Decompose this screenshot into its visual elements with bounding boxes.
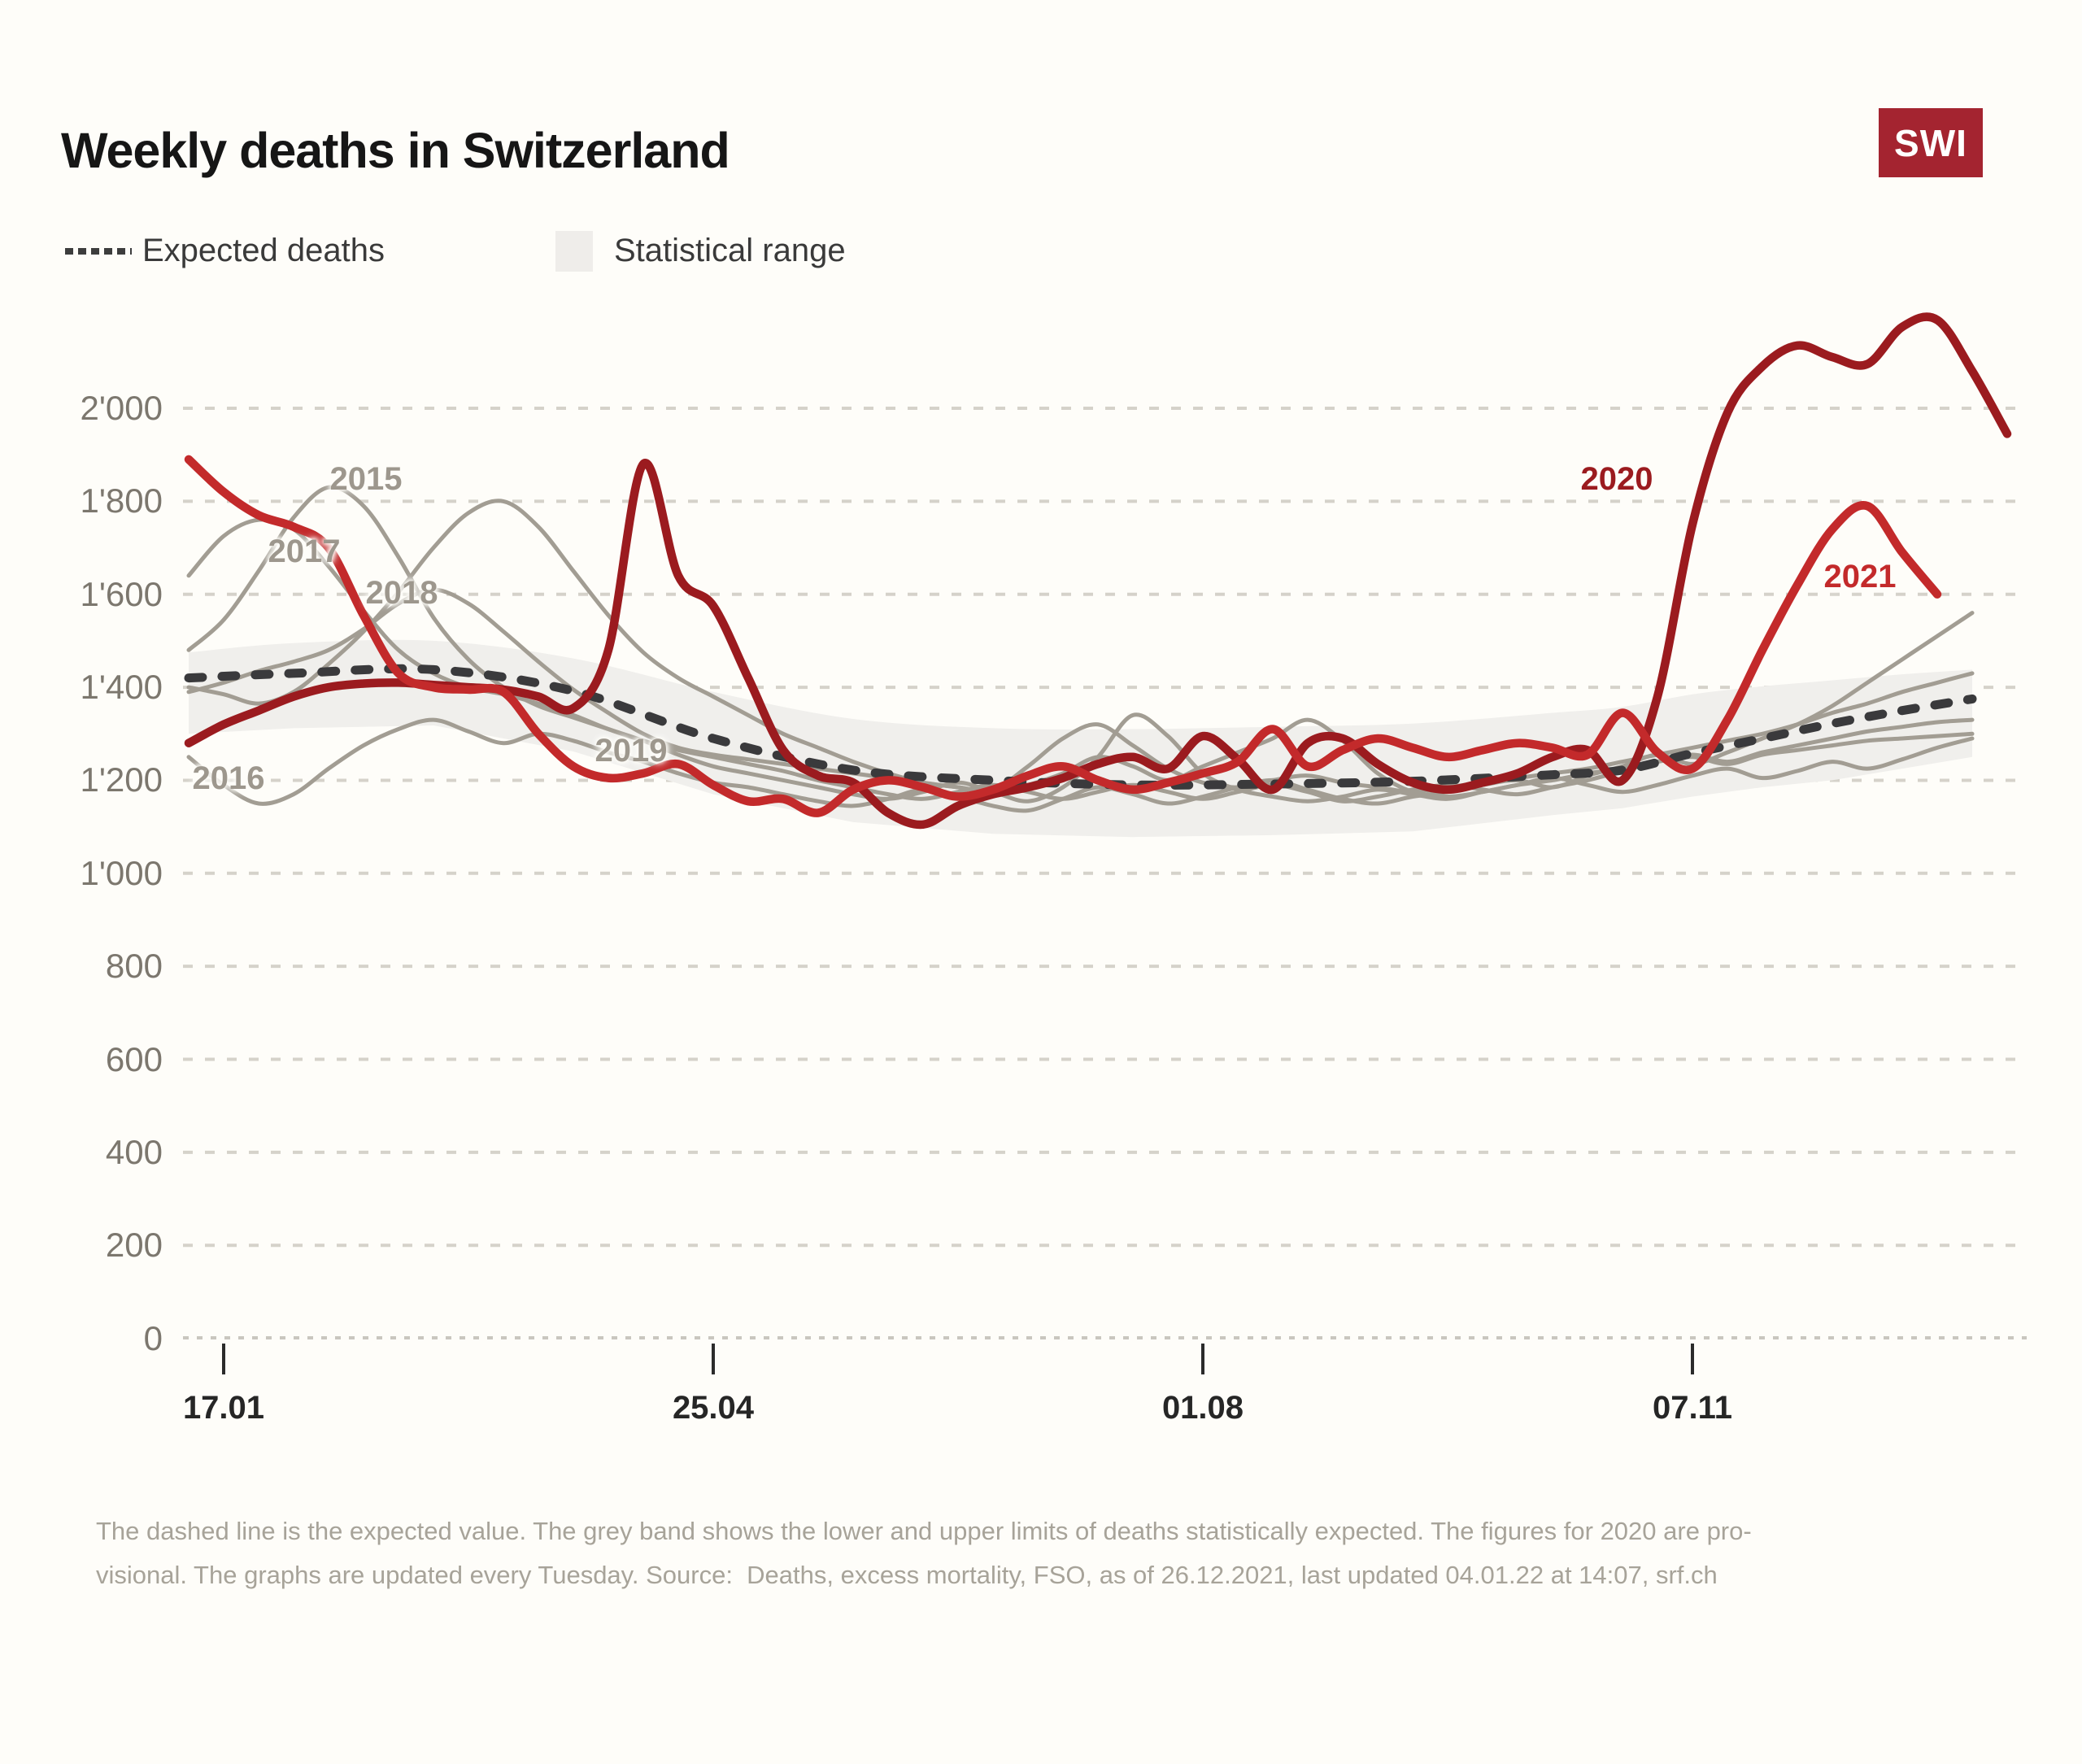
source-note-line-1: The dashed line is the expected value. T… xyxy=(96,1517,1752,1545)
y-tick-label-2000: 2'000 xyxy=(80,389,163,427)
x-tick-label-07.11: 07.11 xyxy=(1653,1390,1732,1426)
y-tick-label-1800: 1'800 xyxy=(80,481,163,520)
source-note: The dashed line is the expected value. T… xyxy=(96,1509,1752,1597)
y-tick-label-1000: 1'000 xyxy=(80,853,163,892)
series-label-2018: 2018 xyxy=(365,575,438,611)
line-2020 xyxy=(184,312,2012,830)
series-label-2015: 2015 xyxy=(329,461,403,497)
expected-line-swatch xyxy=(65,248,132,255)
line-2019 xyxy=(186,587,1975,795)
line-2015 xyxy=(186,485,1975,804)
page-title: Weekly deaths in Switzerland xyxy=(61,123,730,178)
series-label-2021: 2021 xyxy=(1823,559,1897,595)
y-tick-label-1400: 1'400 xyxy=(80,668,163,707)
source-note-line-2: visional. The graphs are updated every T… xyxy=(96,1561,1718,1589)
series-label-2017: 2017 xyxy=(268,534,341,569)
y-tick-label-1600: 1'600 xyxy=(80,574,163,613)
series-label-2016: 2016 xyxy=(192,760,265,796)
x-tick-label-25.04: 25.04 xyxy=(672,1390,755,1426)
statistical-range-swatch xyxy=(555,231,593,272)
x-tick-label-01.08: 01.08 xyxy=(1161,1390,1244,1426)
series-label-2019: 2019 xyxy=(595,733,668,769)
y-tick-label-200: 200 xyxy=(105,1226,163,1265)
legend-range-label: Statistical range xyxy=(614,233,846,268)
y-tick-label-0: 0 xyxy=(143,1318,163,1357)
swi-logo: SWI xyxy=(1879,108,1983,177)
swi-logo-text: SWI xyxy=(1894,121,1967,164)
statistical-range-band xyxy=(189,639,1972,838)
y-tick-label-400: 400 xyxy=(105,1132,163,1171)
line-2021 xyxy=(184,455,1942,817)
series-label-2020: 2020 xyxy=(1580,461,1653,497)
y-tick-label-800: 800 xyxy=(105,947,163,986)
x-tick-label-17.01: 17.01 xyxy=(182,1390,265,1426)
y-tick-label-600: 600 xyxy=(105,1039,163,1078)
y-tick-label-1200: 1'200 xyxy=(80,760,163,799)
legend-expected-label: Expected deaths xyxy=(142,233,385,268)
